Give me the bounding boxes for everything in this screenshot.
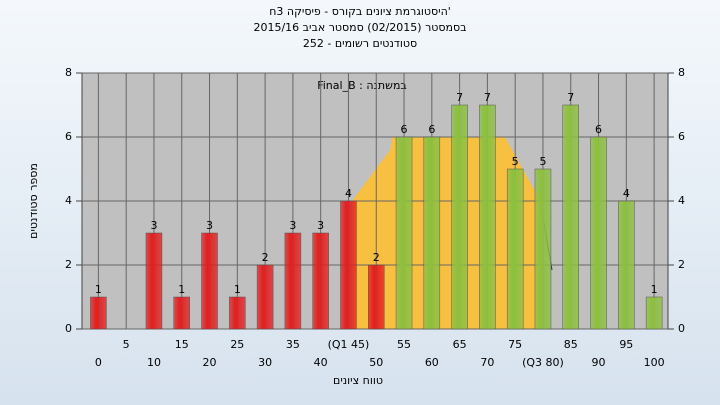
data-label: 3 bbox=[317, 219, 324, 232]
bar bbox=[90, 296, 107, 330]
bar bbox=[145, 232, 163, 330]
x-tick-label: 20 bbox=[203, 356, 217, 369]
chart-title: 'היסטוגרמת ציונים בקורס - פיסיקה 3ח bbox=[269, 5, 451, 18]
x-tick-label: 30 bbox=[258, 356, 272, 369]
data-label: 3 bbox=[150, 219, 157, 232]
data-label: 1 bbox=[95, 283, 102, 296]
x-tick-label: 10 bbox=[147, 356, 161, 369]
x-tick-label: 50 bbox=[369, 356, 383, 369]
x-tick-label: 85 bbox=[564, 338, 578, 351]
y2-tick-label: 4 bbox=[678, 194, 685, 207]
x-tick-label: (Q1 45) bbox=[328, 338, 370, 351]
bar bbox=[506, 168, 524, 330]
y2-tick-label: 2 bbox=[678, 258, 685, 271]
bar bbox=[534, 168, 552, 330]
bar bbox=[618, 200, 635, 330]
bar bbox=[173, 296, 190, 330]
x-tick-label: 25 bbox=[230, 338, 244, 351]
bar bbox=[590, 136, 607, 330]
data-label: 3 bbox=[289, 219, 296, 232]
bar bbox=[479, 104, 496, 330]
bar bbox=[451, 104, 468, 330]
data-label: 7 bbox=[567, 91, 574, 104]
data-label: 7 bbox=[484, 91, 491, 104]
y-axis-label: מספר סטודנטים bbox=[27, 163, 40, 239]
x-tick-label: 60 bbox=[425, 356, 439, 369]
bar bbox=[423, 136, 441, 330]
x-axis-label: טווח ציונים bbox=[333, 374, 383, 387]
chart-subtitle: בסמסטר (02/2015) סמסטר אביב 2015/16 bbox=[253, 21, 466, 34]
bar bbox=[562, 104, 579, 330]
data-label: 6 bbox=[595, 123, 602, 136]
y-tick-label: 0 bbox=[65, 322, 72, 335]
x-tick-label: 0 bbox=[95, 356, 102, 369]
data-label: 3 bbox=[206, 219, 213, 232]
x-tick-label: 35 bbox=[286, 338, 300, 351]
bar bbox=[284, 232, 302, 330]
x-tick-label: 5 bbox=[123, 338, 130, 351]
bar bbox=[395, 136, 413, 330]
y-tick-label: 6 bbox=[65, 130, 72, 143]
chart-subtitle: סטודנטים רשומים - 252 bbox=[303, 37, 417, 50]
x-tick-label: 65 bbox=[453, 338, 467, 351]
data-label: 4 bbox=[623, 187, 630, 200]
x-tick-label: (Q3 80) bbox=[522, 356, 564, 369]
data-label: 2 bbox=[262, 251, 269, 264]
bar bbox=[256, 264, 274, 330]
bar bbox=[340, 200, 357, 330]
y-tick-label: 2 bbox=[65, 258, 72, 271]
data-label: 6 bbox=[428, 123, 435, 136]
data-label: 5 bbox=[539, 155, 546, 168]
annotation: במשתנה : Final_B bbox=[317, 79, 407, 92]
x-tick-label: 55 bbox=[397, 338, 411, 351]
data-label: 1 bbox=[234, 283, 241, 296]
bar bbox=[368, 264, 385, 330]
y-tick-label: 8 bbox=[65, 66, 72, 79]
bar bbox=[201, 232, 218, 330]
x-tick-label: 75 bbox=[508, 338, 522, 351]
bar bbox=[312, 232, 329, 330]
data-label: 1 bbox=[178, 283, 185, 296]
data-label: 7 bbox=[456, 91, 463, 104]
y2-tick-label: 8 bbox=[678, 66, 685, 79]
data-label: 2 bbox=[373, 251, 380, 264]
data-label: 5 bbox=[512, 155, 519, 168]
bar bbox=[229, 296, 246, 330]
y-tick-label: 4 bbox=[65, 194, 72, 207]
data-label: 4 bbox=[345, 187, 352, 200]
bar bbox=[645, 296, 663, 330]
y2-tick-label: 0 bbox=[678, 322, 685, 335]
data-label: 6 bbox=[401, 123, 408, 136]
x-tick-label: 40 bbox=[314, 356, 328, 369]
y2-tick-label: 6 bbox=[678, 130, 685, 143]
x-tick-label: 95 bbox=[619, 338, 633, 351]
data-label: 1 bbox=[651, 283, 658, 296]
x-tick-label: 70 bbox=[480, 356, 494, 369]
x-tick-label: 100 bbox=[644, 356, 665, 369]
x-tick-label: 15 bbox=[175, 338, 189, 351]
x-tick-label: 90 bbox=[592, 356, 606, 369]
